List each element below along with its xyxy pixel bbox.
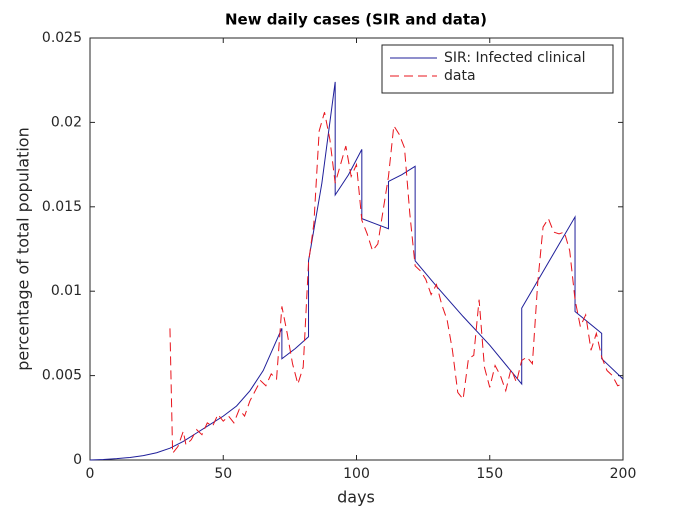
y-axis-label: percentage of total population (14, 127, 33, 371)
y-tick-label: 0 (73, 452, 82, 468)
y-tick-label: 0.005 (42, 368, 82, 384)
x-tick-label: 150 (476, 466, 503, 482)
x-axis-label: days (337, 488, 375, 507)
y-tick-label: 0.015 (42, 199, 82, 215)
legend-box (381, 44, 614, 94)
x-tick-label: 0 (86, 466, 95, 482)
y-tick-label: 0.02 (51, 114, 82, 130)
x-tick-label: 100 (343, 466, 370, 482)
x-tick-label: 200 (610, 466, 637, 482)
plot-frame (89, 37, 624, 461)
legend-label: SIR: Infected clinical (444, 50, 586, 66)
y-tick-label: 0.025 (42, 30, 82, 46)
legend-label: data (444, 68, 476, 84)
x-tick-label: 50 (214, 466, 232, 482)
chart-title: New daily cases (SIR and data) (225, 11, 487, 29)
data-line (89, 81, 624, 461)
y-tick-label: 0.01 (51, 283, 82, 299)
